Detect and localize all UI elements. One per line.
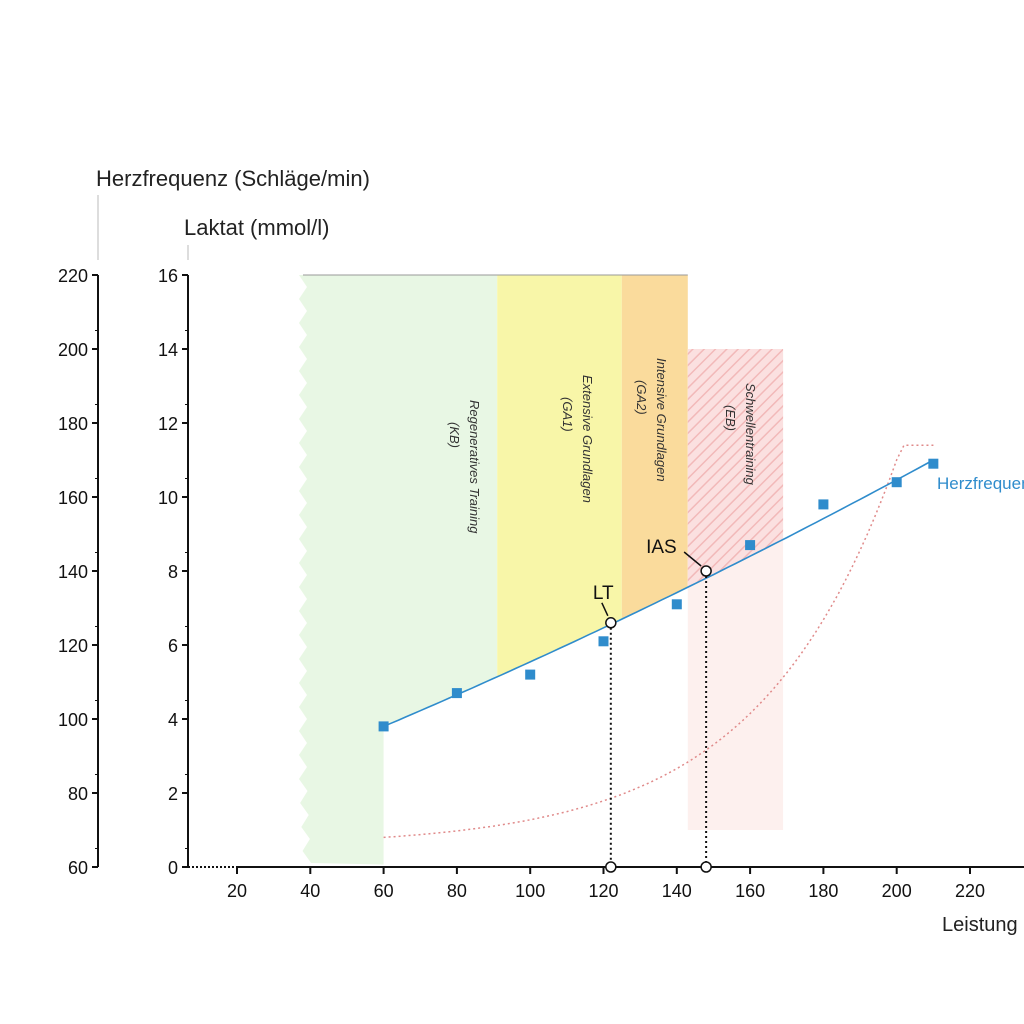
hr-tick-label: 140	[58, 562, 88, 582]
x-tick-label: 140	[662, 881, 692, 901]
x-tick-label: 100	[515, 881, 545, 901]
lactate-tick-label: 0	[168, 858, 178, 878]
x-tick-label: 200	[882, 881, 912, 901]
hr-curve	[383, 459, 934, 728]
marker-leader	[683, 551, 702, 567]
hr-data-point	[598, 636, 609, 647]
marker-label-lt: LT	[593, 583, 614, 604]
zone-name: Schwellentraining	[743, 383, 758, 486]
x-tick-label: 120	[588, 881, 618, 901]
marker-axis-point	[700, 861, 712, 873]
zone-abbr: (EB)	[723, 405, 738, 431]
hr-data-point	[891, 477, 902, 488]
x-tick-label: 180	[808, 881, 838, 901]
lactate-axis-title: Laktat (mmol/l)	[184, 215, 329, 240]
axes: 60 80 100 120 140 160 180 200 220 0 2 4 6 8 10 12 14 16 20…	[58, 195, 1024, 901]
marker-point	[700, 565, 712, 577]
zone-abbr: (KB)	[447, 422, 462, 448]
lactate-tick-label: 4	[168, 710, 178, 730]
hr-tick-label: 120	[58, 636, 88, 656]
zone-name: Regeneratives Training	[467, 400, 482, 534]
zone-name: Extensive Grundlagen	[580, 375, 595, 503]
hr-data-point	[378, 721, 389, 732]
lactate-tick-label: 6	[168, 636, 178, 656]
hr-axis-title: Herzfrequenz (Schläge/min)	[96, 166, 370, 191]
x-tick-label: 20	[227, 881, 247, 901]
training-zones: Regeneratives Training (KB) Extensive Grun…	[298, 274, 784, 867]
lactate-tick-label: 16	[158, 266, 178, 286]
x-tick-label: 80	[447, 881, 467, 901]
lactate-tick-label: 14	[158, 340, 178, 360]
hr-series-label: Herzfrequenz	[937, 474, 1024, 493]
marker-leader	[601, 602, 609, 617]
hr-tick-label: 60	[68, 858, 88, 878]
hr-tick-label: 200	[58, 340, 88, 360]
zone-ga1	[497, 275, 622, 867]
hr-tick-label: 220	[58, 266, 88, 286]
lactate-tick-label: 10	[158, 488, 178, 508]
lactate-tick-label: 2	[168, 784, 178, 804]
marker-label-ias: IAS	[646, 537, 677, 558]
x-tick-label: 220	[955, 881, 985, 901]
marker-point	[605, 617, 617, 629]
zone-label: Extensive Grundlagen (GA1)	[560, 375, 595, 503]
hr-data-point	[745, 540, 756, 551]
lactate-tick-label: 8	[168, 562, 178, 582]
zone-kb	[298, 275, 498, 867]
chart-marks: LT IAS	[378, 444, 939, 873]
hr-data-point	[451, 688, 462, 699]
hr-tick-label: 80	[68, 784, 88, 804]
marker-axis-point	[605, 861, 617, 873]
hr-tick-label: 180	[58, 414, 88, 434]
zone-abbr: (GA2)	[634, 380, 649, 415]
x-axis-title: Leistung	[942, 914, 1018, 936]
zone-label: Regeneratives Training (KB)	[447, 400, 482, 534]
x-tick-label: 60	[374, 881, 394, 901]
hr-tick-label: 100	[58, 710, 88, 730]
zone-label: Schwellentraining (EB)	[723, 383, 758, 486]
hr-data-point	[928, 458, 939, 469]
zone-label: Intensive Grundlagen (GA2)	[634, 358, 669, 482]
hr-tick-label: 160	[58, 488, 88, 508]
x-tick-label: 160	[735, 881, 765, 901]
x-tick-label: 40	[300, 881, 320, 901]
hr-data-point	[671, 599, 682, 610]
hr-data-point	[525, 669, 536, 680]
lactate-tick-label: 12	[158, 414, 178, 434]
zone-abbr: (GA1)	[560, 397, 575, 432]
hr-data-point	[818, 499, 829, 510]
zone-name: Intensive Grundlagen	[654, 358, 669, 482]
